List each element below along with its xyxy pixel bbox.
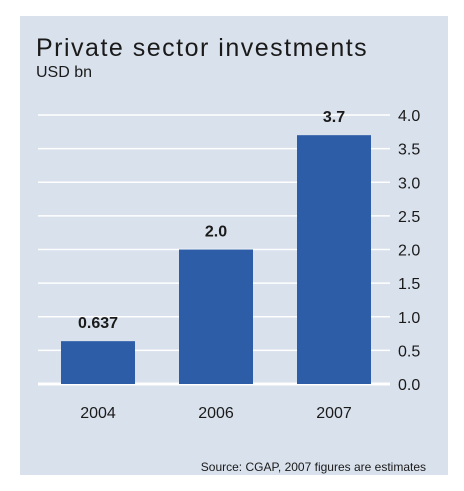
y-tick-label: 2.5 xyxy=(398,209,420,226)
bar xyxy=(297,135,371,384)
y-tick-label: 0.5 xyxy=(398,343,420,360)
y-tick-label: 4.0 xyxy=(398,108,420,125)
y-tick-label: 0.0 xyxy=(398,377,420,394)
bar-data-label: 0.637 xyxy=(78,315,118,332)
y-axis-unit-label: USD bn xyxy=(36,64,93,81)
y-tick-label: 1.0 xyxy=(398,310,420,327)
x-category-label: 2004 xyxy=(80,405,116,422)
y-tick-label: 2.0 xyxy=(398,243,420,260)
chart-plot: 0.0 0.5 1.0 1.5 2.0 2.5 3.0 3.5 4.0 0.637 2004 2.0 2… xyxy=(38,108,420,422)
source-note: Source: CGAP, 2007 figures are estimates xyxy=(200,460,426,474)
y-tick-label: 3.0 xyxy=(398,175,420,192)
chart-title: Private sector investments xyxy=(36,34,369,62)
bar xyxy=(179,249,253,384)
bar xyxy=(61,341,135,384)
x-category-label: 2007 xyxy=(316,405,352,422)
x-category-label: 2006 xyxy=(198,405,234,422)
chart-card: Private sector investments USD bn 0.0 0.5… xyxy=(20,16,448,475)
y-tick-label: 1.5 xyxy=(398,276,420,293)
bar-data-label: 2.0 xyxy=(205,224,227,241)
y-tick-label: 3.5 xyxy=(398,142,420,159)
bar-data-label: 3.7 xyxy=(323,109,345,126)
